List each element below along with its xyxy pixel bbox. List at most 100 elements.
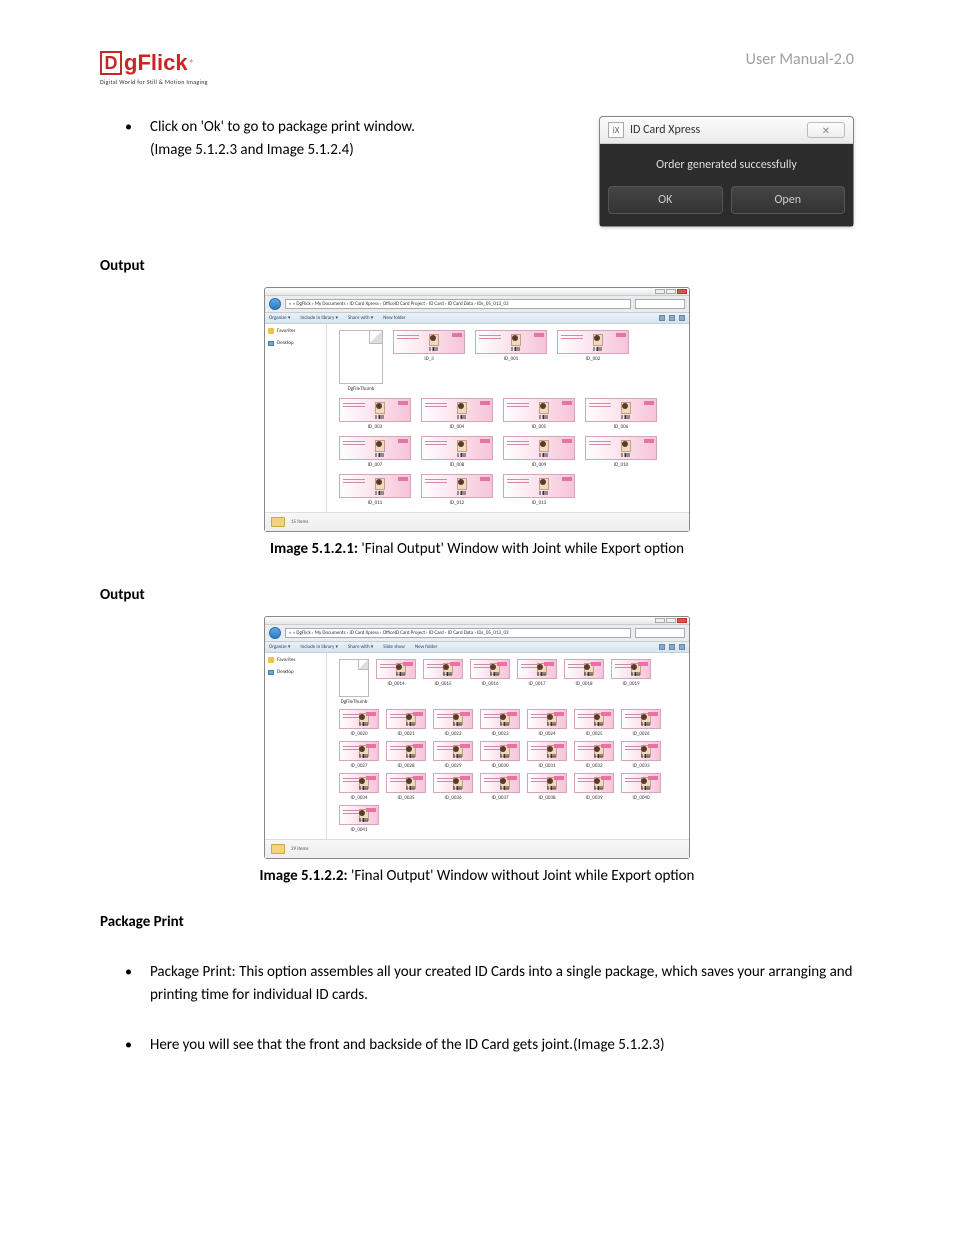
- toolbar-include[interactable]: Include in library ▾: [300, 644, 338, 650]
- idcard-thumb: [423, 659, 463, 679]
- file-label: ID_0021: [398, 731, 415, 737]
- page-header: D gFlick ® Digital World for Still & Mot…: [100, 50, 854, 86]
- file-item[interactable]: ID_0018: [564, 659, 604, 705]
- sidebar-fav-label: Favorites: [277, 657, 295, 663]
- file-item[interactable]: ID_001: [475, 330, 547, 392]
- file-item[interactable]: ID_0028: [386, 741, 426, 769]
- output-heading-1: Output: [100, 257, 854, 275]
- file-item[interactable]: ID_0024: [527, 709, 567, 737]
- close-button[interactable]: [677, 618, 687, 623]
- idcard-thumb: [574, 773, 614, 793]
- view-icon[interactable]: [659, 644, 665, 650]
- file-label: ID_0039: [586, 795, 603, 801]
- file-item[interactable]: ID_0017: [517, 659, 557, 705]
- file-item[interactable]: ID_0040: [621, 773, 661, 801]
- idcard-thumb: [503, 436, 575, 460]
- file-item[interactable]: ID_0014: [376, 659, 416, 705]
- toolbar-organize[interactable]: Organize ▾: [269, 315, 290, 321]
- toolbar-newfolder[interactable]: New folder: [415, 644, 437, 650]
- nav-back-icon[interactable]: [269, 627, 281, 639]
- search-box[interactable]: [635, 299, 685, 309]
- nav-back-icon[interactable]: [269, 298, 281, 310]
- sidebar-favorites[interactable]: Favorites: [268, 657, 323, 663]
- file-item[interactable]: ID_0020: [339, 709, 379, 737]
- maximize-button[interactable]: [666, 618, 676, 623]
- file-item[interactable]: DgFileThumb: [339, 330, 383, 392]
- toolbar-newfolder[interactable]: New folder: [383, 315, 405, 321]
- file-item[interactable]: ID_005: [503, 398, 575, 430]
- file-item[interactable]: ID_0035: [386, 773, 426, 801]
- file-item[interactable]: ID_006: [585, 398, 657, 430]
- file-item[interactable]: ID_0019: [611, 659, 651, 705]
- package-bullet-1-text: Package Print: This option assembles all…: [150, 961, 854, 1006]
- file-item[interactable]: ID_0034: [339, 773, 379, 801]
- file-item[interactable]: ID_0016: [470, 659, 510, 705]
- file-item[interactable]: ID_0030: [480, 741, 520, 769]
- file-item[interactable]: ID_0041: [339, 805, 379, 833]
- file-item[interactable]: ID_3: [393, 330, 465, 392]
- dialog-title: ID Card Xpress: [630, 123, 700, 137]
- file-item[interactable]: ID_010: [585, 436, 657, 468]
- file-item[interactable]: ID_0032: [574, 741, 614, 769]
- file-item[interactable]: ID_013: [503, 474, 575, 506]
- close-button[interactable]: [677, 289, 687, 294]
- idcard-thumb: [585, 398, 657, 422]
- minimize-button[interactable]: [655, 289, 665, 294]
- file-item[interactable]: ID_011: [339, 474, 411, 506]
- sidebar-desktop[interactable]: Desktop: [268, 340, 323, 346]
- address-bar[interactable]: « » DgFlick › My Documents › ID Card Xpr…: [285, 628, 631, 638]
- file-item[interactable]: ID_0025: [574, 709, 614, 737]
- sidebar-fav-label: Favorites: [277, 328, 295, 334]
- sidebar-desktop[interactable]: Desktop: [268, 669, 323, 675]
- help-icon[interactable]: [679, 644, 685, 650]
- file-item[interactable]: ID_009: [503, 436, 575, 468]
- file-item[interactable]: ID_0036: [433, 773, 473, 801]
- file-item[interactable]: ID_0031: [527, 741, 567, 769]
- search-box[interactable]: [635, 628, 685, 638]
- toolbar-organize[interactable]: Organize ▾: [269, 644, 290, 650]
- file-item[interactable]: ID_0015: [423, 659, 463, 705]
- file-label: ID_0037: [492, 795, 509, 801]
- file-item[interactable]: ID_007: [339, 436, 411, 468]
- dialog-open-button[interactable]: Open: [731, 186, 846, 214]
- file-item[interactable]: ID_0037: [480, 773, 520, 801]
- file-item[interactable]: ID_0039: [574, 773, 614, 801]
- preview-icon[interactable]: [669, 315, 675, 321]
- file-item[interactable]: ID_002: [557, 330, 629, 392]
- file-item[interactable]: ID_0027: [339, 741, 379, 769]
- dialog-ok-button[interactable]: OK: [608, 186, 723, 214]
- toolbar-share[interactable]: Share with ▾: [348, 644, 373, 650]
- manual-title: User Manual-2.0: [746, 50, 854, 69]
- file-item[interactable]: ID_0038: [527, 773, 567, 801]
- file-label: ID_009: [532, 462, 546, 468]
- file-item[interactable]: DgFileThumb: [339, 659, 369, 705]
- idcard-thumb: [339, 398, 411, 422]
- toolbar-slide[interactable]: Slide show: [383, 644, 405, 650]
- logo-tagline: Digital World for Still & Motion Imaging: [100, 78, 208, 86]
- file-item[interactable]: ID_008: [421, 436, 493, 468]
- file-item[interactable]: ID_0029: [433, 741, 473, 769]
- preview-icon[interactable]: [669, 644, 675, 650]
- sidebar-favorites[interactable]: Favorites: [268, 328, 323, 334]
- toolbar-share[interactable]: Share with ▾: [348, 315, 373, 321]
- view-icon[interactable]: [659, 315, 665, 321]
- sidebar-desk-label: Desktop: [277, 340, 294, 346]
- file-item[interactable]: ID_012: [421, 474, 493, 506]
- help-icon[interactable]: [679, 315, 685, 321]
- dialog-close-button[interactable]: ✕: [807, 122, 845, 138]
- toolbar-include[interactable]: Include in library ▾: [300, 315, 338, 321]
- file-item[interactable]: ID_003: [339, 398, 411, 430]
- window-controls: [265, 288, 689, 296]
- file-label: ID_0036: [445, 795, 462, 801]
- file-item[interactable]: ID_004: [421, 398, 493, 430]
- idcard-thumb: [339, 741, 379, 761]
- address-bar[interactable]: « » DgFlick › My Documents › ID Card Xpr…: [285, 299, 631, 309]
- file-item[interactable]: ID_0026: [621, 709, 661, 737]
- maximize-button[interactable]: [666, 289, 676, 294]
- file-item[interactable]: ID_0021: [386, 709, 426, 737]
- file-item[interactable]: ID_0022: [433, 709, 473, 737]
- minimize-button[interactable]: [655, 618, 665, 623]
- logo: D gFlick ® Digital World for Still & Mot…: [100, 50, 208, 86]
- file-item[interactable]: ID_0023: [480, 709, 520, 737]
- file-item[interactable]: ID_0033: [621, 741, 661, 769]
